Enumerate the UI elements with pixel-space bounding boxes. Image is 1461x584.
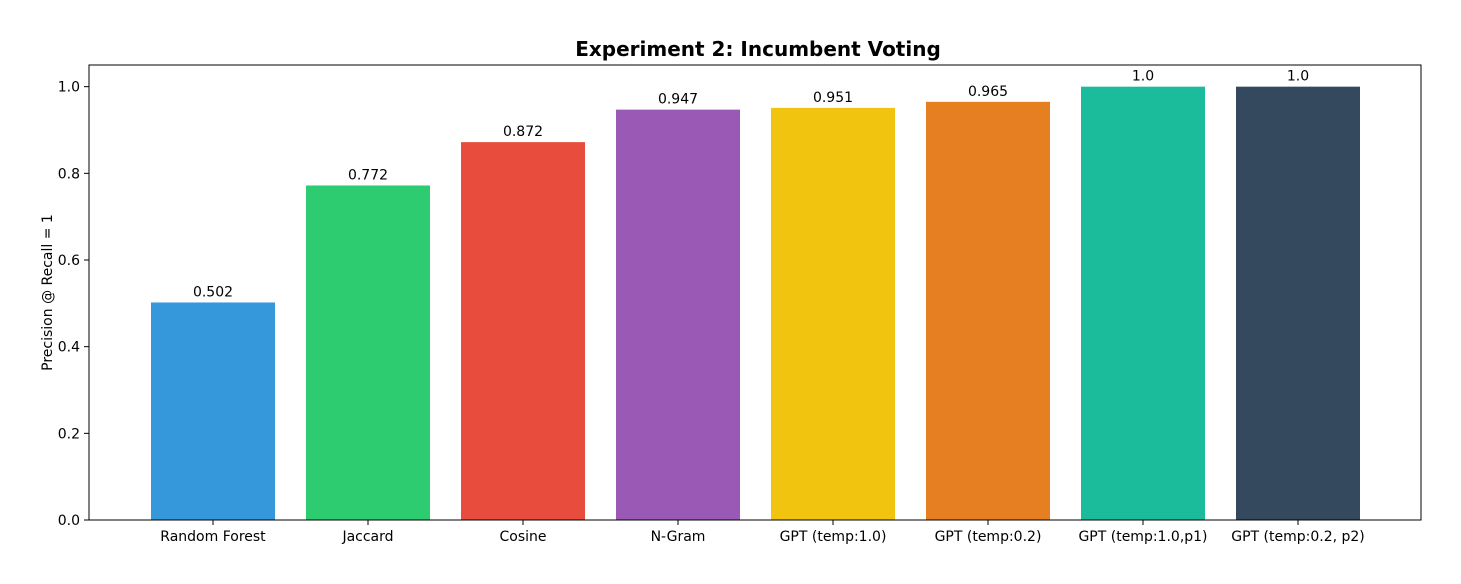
- bar: [306, 185, 430, 520]
- x-tick-label: GPT (temp:1.0): [780, 529, 887, 545]
- x-tick-label: Random Forest: [160, 529, 266, 545]
- bar-value-label: 0.947: [658, 92, 698, 108]
- y-tick-label: 1.0: [58, 80, 80, 96]
- bar-value-label: 0.772: [348, 167, 388, 183]
- bar-value-label: 0.502: [193, 284, 233, 300]
- value-labels: 0.502 0.772 0.872 0.947 0.951 0.965 1.0 1.0: [193, 69, 1309, 301]
- x-tick-label: GPT (temp:0.2, p2): [1231, 529, 1365, 545]
- x-axis-ticks: Random Forest Jaccard Cosine N-Gram GPT (tem…: [160, 520, 1365, 545]
- bar-value-label: 0.965: [968, 84, 1008, 100]
- bar: [1081, 86, 1205, 521]
- plot-frame: [88, 64, 1422, 521]
- x-tick-label: Cosine: [499, 529, 546, 545]
- y-axis-label: Precision @ Recall = 1: [40, 214, 56, 371]
- y-tick-label: 0.2: [58, 426, 80, 442]
- bar-value-label: 0.872: [503, 124, 543, 140]
- bar: [1236, 86, 1360, 521]
- x-tick-label: GPT (temp:0.2): [935, 529, 1042, 545]
- y-tick-label: 0.8: [58, 166, 80, 182]
- bar: [461, 142, 585, 520]
- bars: [151, 86, 1360, 521]
- y-tick-label: 0.6: [58, 253, 80, 269]
- y-tick-label: 0.4: [58, 340, 80, 356]
- y-axis-ticks: 0.0 0.2 0.4 0.6 0.8 1.0: [58, 80, 89, 529]
- chart-title: Experiment 2: Incumbent Voting: [575, 37, 941, 61]
- bar-value-label: 1.0: [1287, 69, 1309, 85]
- bar-value-label: 1.0: [1132, 69, 1154, 85]
- bar-value-label: 0.951: [813, 90, 853, 106]
- x-tick-label: Jaccard: [341, 529, 393, 545]
- bar: [771, 107, 895, 521]
- bar: [926, 101, 1050, 520]
- bar: [151, 302, 275, 520]
- y-tick-label: 0.0: [58, 513, 80, 529]
- bar: [616, 109, 740, 520]
- x-tick-label: GPT (temp:1.0,p1): [1078, 529, 1207, 545]
- x-tick-label: N-Gram: [651, 529, 706, 545]
